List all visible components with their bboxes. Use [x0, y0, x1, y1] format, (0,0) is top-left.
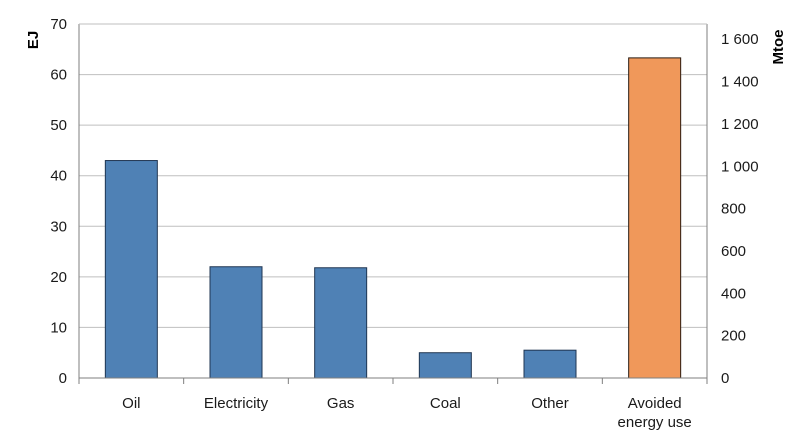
- category-label: Oil: [122, 395, 140, 412]
- y2-tick-label: 200: [721, 328, 746, 345]
- y-tick-label: 20: [50, 269, 67, 286]
- bar-highlight: [628, 57, 682, 379]
- y-tick-label: 40: [50, 168, 67, 185]
- bar: [418, 352, 472, 379]
- right-axis-title: Mtoe: [770, 30, 787, 65]
- right-axis-ticks: 0 200 400 600 800 1 000 1 200 1 400 1 600: [721, 31, 759, 387]
- bar: [209, 266, 263, 379]
- y2-tick-label: 0: [721, 370, 729, 387]
- category-label: energy use: [618, 414, 692, 431]
- y-tick-label: 0: [59, 370, 67, 387]
- y2-tick-label: 1 200: [721, 116, 759, 133]
- y-tick-label: 50: [50, 117, 67, 134]
- y-tick-label: 70: [50, 16, 67, 33]
- bar: [314, 267, 368, 379]
- category-label: Other: [531, 395, 569, 412]
- gridlines: [79, 23, 707, 328]
- bar: [104, 160, 158, 379]
- y-tick-label: 10: [50, 319, 67, 336]
- category-label: Coal: [430, 395, 461, 412]
- y2-tick-label: 1 000: [721, 158, 759, 175]
- y-tick-label: 60: [50, 67, 67, 84]
- left-axis-ticks: 0 10 20 30 40 50 60 70: [50, 16, 67, 387]
- bars: [104, 57, 682, 379]
- category-labels: Oil Electricity Gas Coal Other Avoided energy …: [122, 395, 692, 431]
- y2-tick-label: 800: [721, 201, 746, 218]
- category-label: Avoided: [628, 395, 682, 412]
- y-tick-label: 30: [50, 218, 67, 235]
- y2-tick-label: 600: [721, 243, 746, 260]
- axes: [78, 23, 708, 384]
- bar: [523, 349, 577, 379]
- y2-tick-label: 1 600: [721, 31, 759, 48]
- category-label: Electricity: [204, 395, 269, 412]
- y2-tick-label: 400: [721, 285, 746, 302]
- y2-tick-label: 1 400: [721, 74, 759, 91]
- left-axis-title: EJ: [25, 31, 42, 49]
- category-label: Gas: [327, 395, 355, 412]
